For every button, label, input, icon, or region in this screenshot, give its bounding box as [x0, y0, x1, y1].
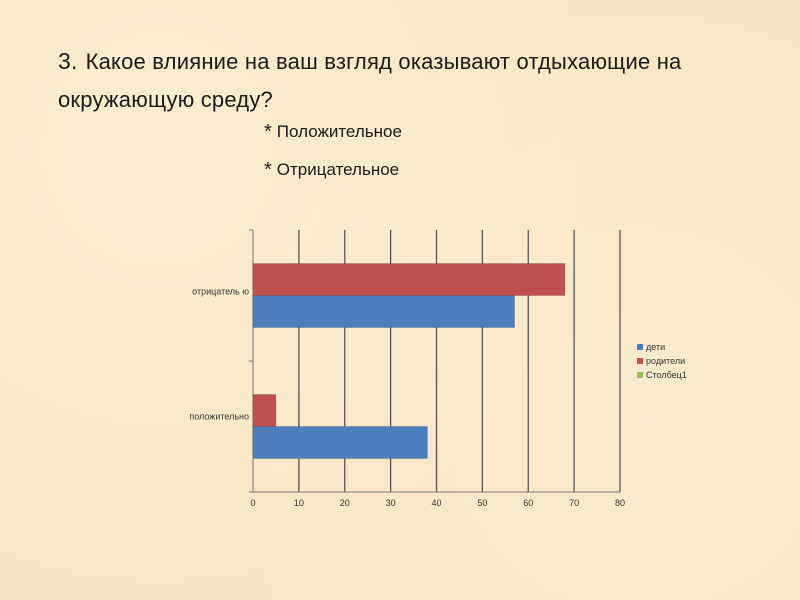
answer-option-label: Положительное [276, 122, 402, 141]
legend-swatch [637, 372, 643, 378]
x-tick-label: 30 [386, 498, 396, 508]
bar-родители [252, 263, 566, 296]
legend-label: дети [646, 342, 665, 352]
x-tick-label: 40 [431, 498, 441, 508]
question-text: 3. Какое влияние на ваш взгляд оказывают … [58, 42, 778, 119]
bar-родители [252, 394, 277, 427]
bullet-star-icon: * [264, 159, 272, 181]
question-body: Какое влияние на ваш взгляд оказывают от… [58, 49, 682, 112]
bullet-star-icon: * [264, 121, 272, 143]
category-label: отрицатель ю [192, 287, 249, 297]
answer-option-label: Отрицательное [276, 160, 400, 179]
bar-дети [252, 426, 428, 459]
answer-option-positive: * Положительное [264, 121, 402, 143]
legend-label: родители [646, 356, 685, 366]
legend-label: Столбец1 [646, 370, 687, 380]
x-tick-label: 20 [340, 498, 350, 508]
bar-chart: положительно отрицатель ю 0 10 20 30 40 50 60 70 8… [189, 229, 687, 508]
legend-swatch [637, 344, 643, 350]
question-number: 3. [58, 48, 78, 74]
chart-container: положительно отрицатель ю 0 10 20 30 40 50 60 70 8… [170, 220, 710, 520]
x-tick-label: 80 [615, 498, 625, 508]
legend-swatch [637, 358, 643, 364]
x-tick-label: 50 [477, 498, 487, 508]
answer-option-negative: * Отрицательное [264, 159, 399, 181]
bar-дети [252, 295, 515, 328]
x-tick-label: 60 [523, 498, 533, 508]
x-tick-label: 70 [569, 498, 579, 508]
x-tick-label: 10 [294, 498, 304, 508]
x-tick-label: 0 [250, 498, 255, 508]
category-label: положительно [189, 412, 249, 422]
